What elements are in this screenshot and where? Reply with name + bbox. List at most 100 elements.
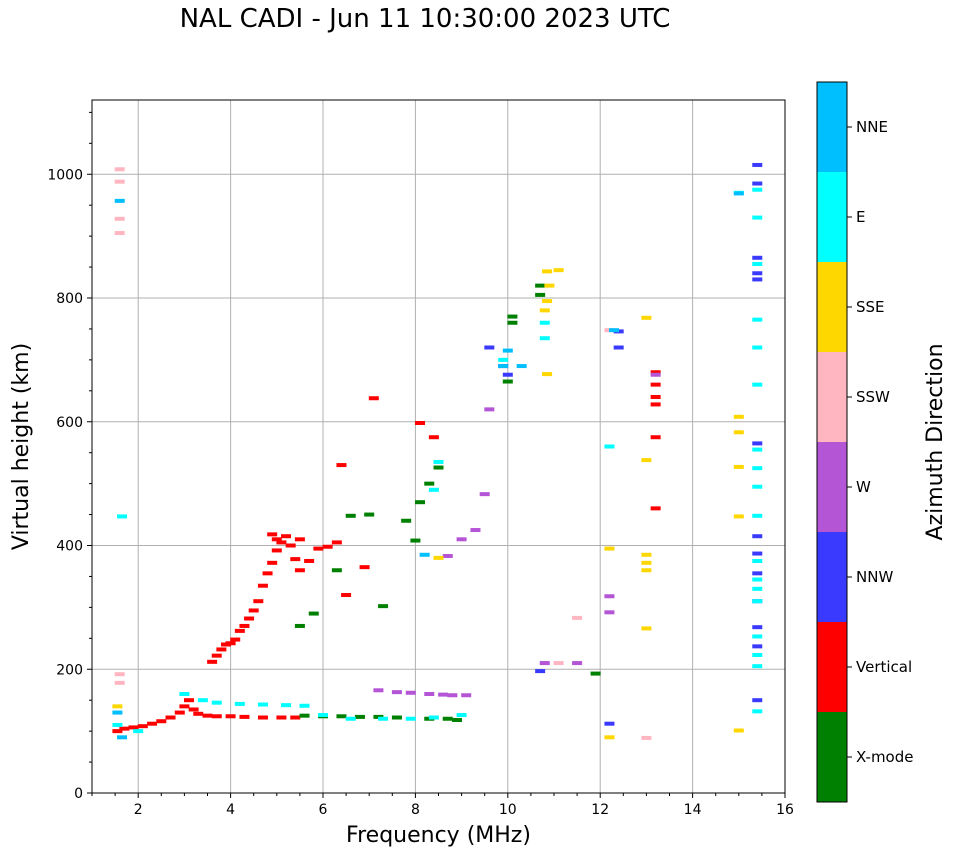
- y-axis-label: Virtual height (km): [9, 343, 34, 550]
- y-tick-label: 1000: [47, 167, 83, 183]
- data-point-x-mode: [433, 465, 444, 470]
- x-tick-label: 12: [591, 802, 609, 818]
- data-point-sse: [539, 308, 550, 313]
- colorbar-label: NNE: [856, 118, 888, 136]
- data-point-e: [752, 577, 763, 582]
- data-point-e: [752, 317, 763, 322]
- colorbar-label: SSW: [856, 388, 890, 406]
- data-point-e: [752, 599, 763, 604]
- data-point-vertical: [230, 637, 241, 642]
- data-point-e: [752, 261, 763, 266]
- data-point-e: [752, 664, 763, 669]
- data-point-e: [318, 713, 328, 718]
- data-point-vertical: [216, 647, 227, 652]
- data-point-e: [752, 447, 763, 452]
- data-point-vertical: [137, 724, 148, 729]
- data-point-nnw: [535, 669, 546, 674]
- data-point-vertical: [207, 659, 218, 664]
- data-point-vertical: [119, 726, 130, 731]
- data-point-vertical: [112, 729, 123, 734]
- data-point-sse: [733, 728, 744, 733]
- data-point-vertical: [331, 540, 342, 545]
- y-tick-label: 400: [56, 539, 83, 555]
- data-point-vertical: [253, 599, 264, 604]
- data-point-w: [456, 537, 467, 542]
- data-point-x-mode: [336, 714, 347, 719]
- data-point-w: [447, 693, 458, 698]
- data-point-sse: [542, 269, 553, 274]
- data-point-e: [428, 487, 439, 492]
- colorbar-segment-w: [817, 442, 847, 532]
- y-tick-label: 200: [56, 662, 83, 678]
- data-point-x-mode: [507, 320, 518, 325]
- data-point-vertical: [211, 653, 222, 658]
- data-point-e: [433, 459, 444, 464]
- data-point-sse: [733, 464, 744, 469]
- data-point-vertical: [336, 463, 347, 468]
- data-point-vertical: [428, 435, 439, 440]
- data-point-sse: [641, 315, 652, 320]
- data-point-nnw: [752, 698, 763, 703]
- data-point-vertical: [281, 534, 292, 539]
- data-point-nnw: [752, 162, 763, 167]
- data-point-vertical: [341, 593, 352, 597]
- data-point-e: [752, 653, 763, 658]
- data-point-vertical: [147, 721, 158, 726]
- data-point-vertical: [193, 711, 204, 716]
- data-point-e: [752, 709, 763, 714]
- data-point-vertical: [239, 623, 250, 628]
- data-point-ssw: [114, 179, 125, 184]
- data-point-sse: [733, 514, 744, 519]
- colorbar-label: X-mode: [856, 748, 913, 766]
- data-point-vertical: [179, 704, 190, 709]
- data-point-vertical: [368, 396, 379, 401]
- data-point-x-mode: [590, 671, 601, 676]
- data-point-e: [179, 692, 190, 696]
- data-point-nnw: [484, 345, 495, 350]
- data-point-x-mode: [294, 623, 305, 628]
- data-point-sse: [112, 704, 123, 709]
- data-point-e: [752, 634, 763, 639]
- colorbar-segment-x-mode: [817, 712, 847, 802]
- y-tick-label: 0: [74, 786, 83, 802]
- data-point-e: [211, 700, 222, 705]
- data-point-vertical: [290, 715, 301, 720]
- data-point-x-mode: [401, 518, 412, 523]
- x-tick-label: 16: [776, 802, 794, 818]
- data-point-vertical: [294, 568, 305, 573]
- data-point-sse: [641, 458, 652, 463]
- data-point-nne: [117, 735, 128, 740]
- data-point-x-mode: [364, 512, 375, 517]
- data-point-sse: [733, 414, 744, 419]
- data-point-e: [117, 514, 128, 519]
- data-point-w: [604, 594, 615, 599]
- colorbar-label: SSE: [856, 298, 885, 316]
- data-point-e: [405, 716, 416, 721]
- data-point-ssw: [641, 735, 652, 740]
- data-point-nnw: [752, 571, 763, 576]
- data-point-x-mode: [507, 314, 518, 319]
- data-point-x-mode: [415, 500, 426, 505]
- data-point-vertical: [248, 608, 259, 613]
- data-point-nnw: [752, 255, 763, 260]
- data-point-w: [470, 528, 481, 533]
- data-point-nnw: [752, 441, 763, 446]
- data-point-e: [752, 484, 763, 489]
- y-tick-label: 600: [56, 415, 83, 431]
- data-point-x-mode: [378, 604, 389, 609]
- data-point-x-mode: [345, 513, 356, 518]
- data-point-x-mode: [331, 568, 342, 573]
- data-point-vertical: [294, 537, 305, 542]
- x-tick-label: 4: [226, 802, 235, 818]
- data-point-nne: [733, 191, 744, 196]
- data-point-w: [442, 554, 453, 559]
- data-point-vertical: [271, 537, 282, 542]
- data-point-vertical: [313, 546, 324, 551]
- data-point-sse: [733, 430, 744, 435]
- data-point-ssw: [114, 167, 125, 172]
- colorbar-frame: [816, 81, 848, 803]
- data-point-w: [373, 688, 384, 693]
- data-point-vertical: [290, 557, 301, 562]
- data-point-sse: [433, 555, 444, 560]
- data-point-nnw: [752, 644, 763, 649]
